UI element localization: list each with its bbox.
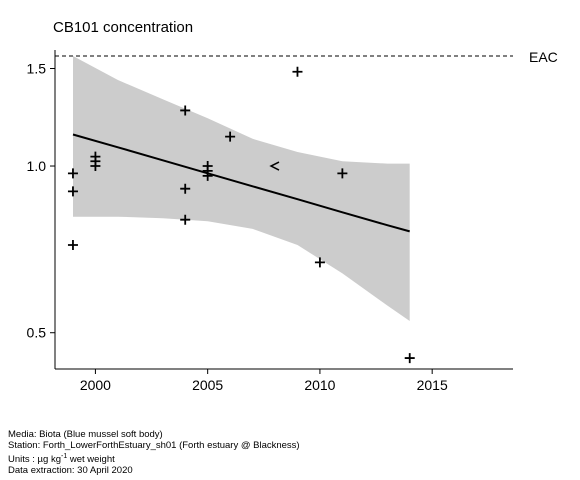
units-exponent: -1 bbox=[61, 453, 68, 460]
axes-layer: 0.5 1.0 1.5 2000 2005 2010 2015 bbox=[27, 50, 513, 393]
y-tick-label: 0.5 bbox=[27, 325, 47, 341]
data-point bbox=[202, 161, 213, 172]
y-tick-label: 1.0 bbox=[27, 158, 47, 174]
confidence-band-layer bbox=[73, 56, 410, 321]
trend-line-layer bbox=[72, 133, 410, 233]
x-tick-label: 2000 bbox=[80, 377, 111, 393]
confidence-band bbox=[73, 56, 410, 321]
footer-units: Units : µg kg-1 wet weight bbox=[8, 451, 300, 465]
footer-notes: Media: Biota (Blue mussel soft body) Sta… bbox=[8, 429, 300, 476]
units-suffix: wet weight bbox=[67, 454, 115, 466]
data-point bbox=[180, 214, 191, 225]
eac-label: EAC bbox=[529, 49, 558, 65]
x-tick-label: 2015 bbox=[417, 377, 448, 393]
data-point bbox=[292, 66, 303, 77]
data-point bbox=[180, 183, 191, 194]
chart-title: CB101 concentration bbox=[53, 19, 194, 36]
less-than-point bbox=[269, 161, 280, 171]
x-tick-label: 2010 bbox=[304, 377, 335, 393]
data-point bbox=[180, 105, 191, 116]
trend-line bbox=[72, 133, 410, 233]
footer-extraction: Data extraction: 30 April 2020 bbox=[8, 465, 133, 477]
data-point bbox=[67, 186, 78, 197]
data-point bbox=[67, 168, 78, 179]
footer-media: Media: Biota (Blue mussel soft body) bbox=[8, 429, 163, 440]
data-point bbox=[337, 168, 348, 179]
data-point bbox=[67, 240, 78, 251]
eac-layer: EAC bbox=[55, 49, 558, 65]
data-point bbox=[225, 131, 236, 142]
footer-station: Station: Forth_LowerForthEstuary_sh01 (F… bbox=[8, 440, 300, 451]
x-tick-label: 2005 bbox=[192, 377, 223, 393]
data-point bbox=[404, 353, 415, 364]
units-prefix: Units : µg kg bbox=[8, 454, 61, 466]
data-point bbox=[90, 151, 101, 162]
data-point bbox=[314, 257, 325, 268]
y-tick-label: 1.5 bbox=[27, 61, 47, 77]
data-points-layer bbox=[67, 66, 415, 364]
